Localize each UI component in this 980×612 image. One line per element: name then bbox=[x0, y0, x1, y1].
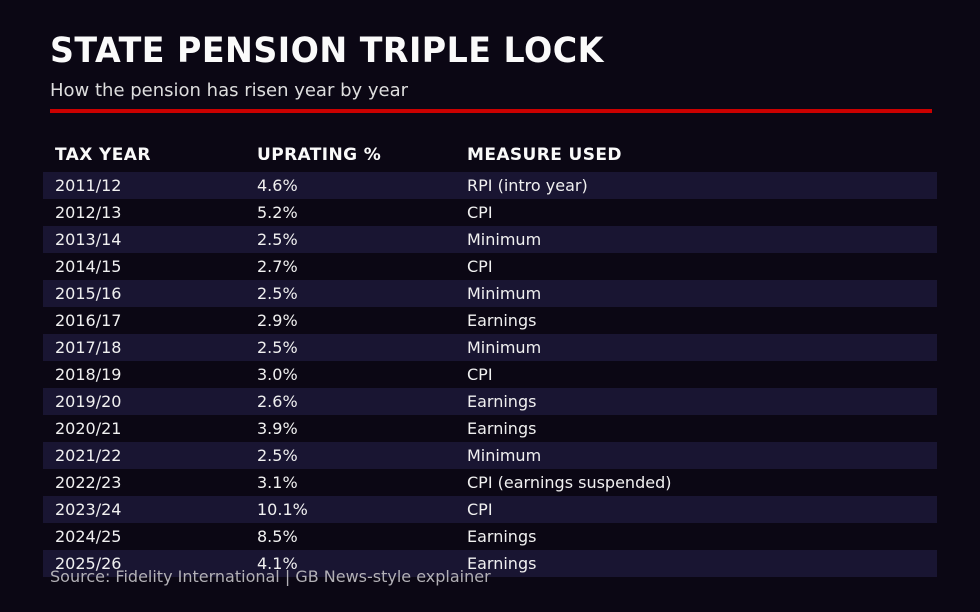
uprating-cell: 10.1% bbox=[257, 500, 308, 519]
tax-year-cell: 2013/14 bbox=[55, 230, 122, 249]
uprating-cell: 5.2% bbox=[257, 203, 298, 222]
measure-cell: CPI bbox=[467, 203, 493, 222]
uprating-cell: 4.6% bbox=[257, 176, 298, 195]
measure-cell: Minimum bbox=[467, 338, 542, 357]
tax-year-cell: 2019/20 bbox=[55, 392, 122, 411]
measure-cell: Earnings bbox=[467, 527, 537, 546]
tax-year-cell: 2015/16 bbox=[55, 284, 122, 303]
table-header-row: TAX YEAR UPRATING % MEASURE USED bbox=[43, 138, 937, 172]
measure-cell: Earnings bbox=[467, 392, 537, 411]
uprating-cell: 3.1% bbox=[257, 473, 298, 492]
table-row: 2024/25 8.5% Earnings bbox=[43, 523, 937, 550]
page-subtitle: How the pension has risen year by year bbox=[50, 80, 409, 101]
uprating-cell: 2.6% bbox=[257, 392, 298, 411]
measure-cell: RPI (intro year) bbox=[467, 176, 588, 195]
page-title: STATE PENSION TRIPLE LOCK bbox=[50, 31, 604, 71]
tax-year-cell: 2020/21 bbox=[55, 419, 122, 438]
table-row: 2012/13 5.2% CPI bbox=[43, 199, 937, 226]
column-header-measure: MEASURE USED bbox=[467, 145, 622, 165]
tax-year-cell: 2024/25 bbox=[55, 527, 122, 546]
uprating-cell: 3.0% bbox=[257, 365, 298, 384]
measure-cell: CPI bbox=[467, 500, 493, 519]
table-row: 2019/20 2.6% Earnings bbox=[43, 388, 937, 415]
tax-year-cell: 2025/26 bbox=[55, 554, 122, 573]
column-header-tax-year: TAX YEAR bbox=[55, 145, 151, 165]
column-header-uprating: UPRATING % bbox=[257, 145, 382, 165]
tax-year-cell: 2017/18 bbox=[55, 338, 122, 357]
measure-cell: Minimum bbox=[467, 230, 542, 249]
source-note: Source: Fidelity International | GB News… bbox=[50, 567, 491, 586]
uprating-cell: 2.5% bbox=[257, 338, 298, 357]
uprating-cell: 2.5% bbox=[257, 446, 298, 465]
uprating-cell: 2.9% bbox=[257, 311, 298, 330]
tax-year-cell: 2022/23 bbox=[55, 473, 122, 492]
table-row: 2016/17 2.9% Earnings bbox=[43, 307, 937, 334]
tax-year-cell: 2023/24 bbox=[55, 500, 122, 519]
uprating-cell: 2.7% bbox=[257, 257, 298, 276]
table-row: 2022/23 3.1% CPI (earnings suspended) bbox=[43, 469, 937, 496]
measure-cell: Minimum bbox=[467, 284, 542, 303]
tax-year-cell: 2016/17 bbox=[55, 311, 122, 330]
table-row: 2023/24 10.1% CPI bbox=[43, 496, 937, 523]
tax-year-cell: 2014/15 bbox=[55, 257, 122, 276]
uprating-cell: 8.5% bbox=[257, 527, 298, 546]
measure-cell: Earnings bbox=[467, 554, 537, 573]
table-row: 2018/19 3.0% CPI bbox=[43, 361, 937, 388]
uprating-cell: 2.5% bbox=[257, 230, 298, 249]
table-body: 2011/12 4.6% RPI (intro year) 2012/13 5.2% CP… bbox=[43, 172, 937, 577]
tax-year-cell: 2011/12 bbox=[55, 176, 122, 195]
measure-cell: CPI bbox=[467, 257, 493, 276]
table-row: 2013/14 2.5% Minimum bbox=[43, 226, 937, 253]
uprating-cell: 3.9% bbox=[257, 419, 298, 438]
uprating-cell: 2.5% bbox=[257, 284, 298, 303]
table-row: 2015/16 2.5% Minimum bbox=[43, 280, 937, 307]
measure-cell: Minimum bbox=[467, 446, 542, 465]
tax-year-cell: 2012/13 bbox=[55, 203, 122, 222]
accent-rule bbox=[50, 109, 932, 113]
tax-year-cell: 2018/19 bbox=[55, 365, 122, 384]
measure-cell: Earnings bbox=[467, 419, 537, 438]
table-row: 2014/15 2.7% CPI bbox=[43, 253, 937, 280]
table-row: 2017/18 2.5% Minimum bbox=[43, 334, 937, 361]
table-row: 2020/21 3.9% Earnings bbox=[43, 415, 937, 442]
table-row: 2021/22 2.5% Minimum bbox=[43, 442, 937, 469]
triple-lock-table: TAX YEAR UPRATING % MEASURE USED 2011/12… bbox=[43, 138, 937, 577]
table-row: 2011/12 4.6% RPI (intro year) bbox=[43, 172, 937, 199]
table-row: 2025/26 4.1% Earnings bbox=[43, 550, 937, 577]
measure-cell: CPI bbox=[467, 365, 493, 384]
measure-cell: Earnings bbox=[467, 311, 537, 330]
tax-year-cell: 2021/22 bbox=[55, 446, 122, 465]
uprating-cell: 4.1% bbox=[257, 554, 298, 573]
measure-cell: CPI (earnings suspended) bbox=[467, 473, 672, 492]
